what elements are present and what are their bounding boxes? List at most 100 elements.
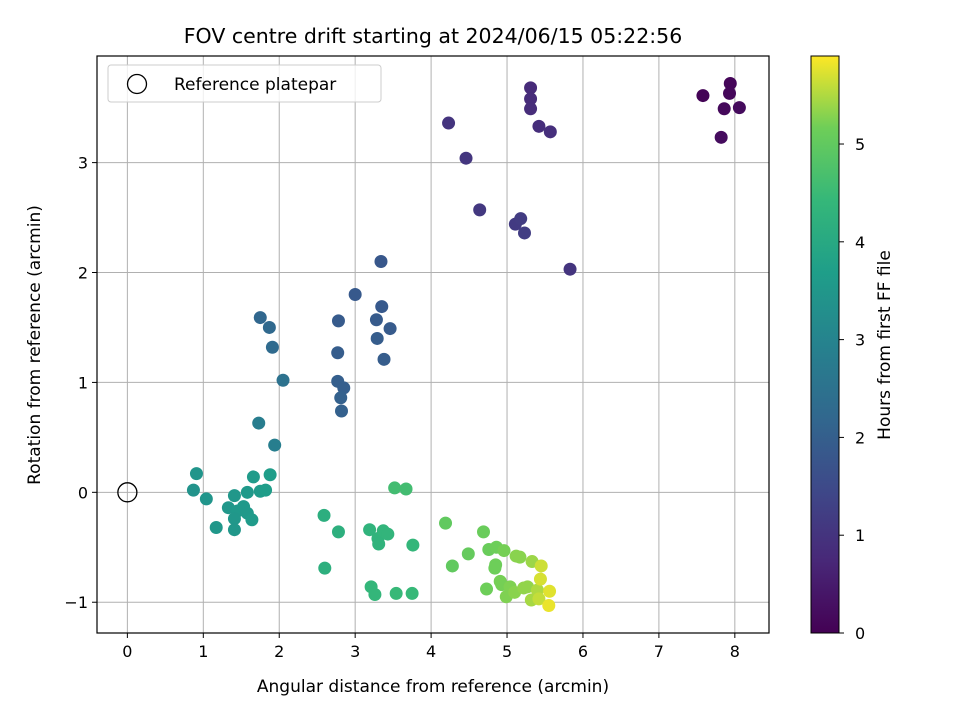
- data-point: [317, 508, 331, 522]
- x-axis-ticks: 0 1 2 3 4 5 6 7 8: [122, 633, 740, 661]
- data-point: [368, 588, 382, 602]
- legend: Reference platepar: [107, 64, 382, 103]
- legend-reference-marker: [126, 73, 148, 95]
- data-point: [524, 81, 538, 95]
- data-point: [276, 373, 290, 387]
- x-tick-label: 5: [502, 642, 512, 661]
- data-point: [209, 520, 223, 534]
- grid: [97, 56, 769, 633]
- data-point: [227, 512, 241, 526]
- data-point: [245, 513, 259, 527]
- data-point: [442, 116, 456, 130]
- x-axis-label: Angular distance from reference (arcmin): [257, 677, 609, 697]
- data-point: [334, 391, 348, 405]
- y-axis-ticks: −1 0 1 2 3: [64, 154, 97, 612]
- data-point: [732, 101, 746, 115]
- data-point: [383, 322, 397, 336]
- legend-entry-reference: Reference platepar: [174, 75, 336, 95]
- data-point: [533, 572, 547, 586]
- data-point: [476, 525, 490, 539]
- data-point: [532, 592, 546, 606]
- data-point: [513, 550, 527, 564]
- data-point: [199, 492, 213, 506]
- x-tick-label: 2: [274, 642, 284, 661]
- y-axis-label: Rotation from reference (arcmin): [25, 205, 45, 485]
- data-point: [265, 340, 279, 354]
- data-point: [723, 86, 737, 100]
- data-point: [405, 586, 419, 600]
- data-points: [186, 76, 746, 613]
- data-point: [252, 416, 266, 430]
- colorbar-tick-label: 5: [855, 135, 865, 154]
- x-tick-label: 6: [578, 642, 588, 661]
- data-point: [335, 404, 349, 418]
- data-point: [259, 483, 273, 497]
- data-point: [186, 483, 200, 497]
- chart-title: FOV centre drift starting at 2024/06/15 …: [184, 24, 683, 48]
- data-point: [374, 255, 388, 269]
- plot-area: [96, 55, 770, 634]
- data-point: [389, 586, 403, 600]
- data-point: [268, 438, 282, 452]
- x-tick-label: 1: [198, 642, 208, 661]
- data-point: [240, 485, 254, 499]
- data-point: [363, 523, 377, 537]
- data-point: [337, 381, 351, 395]
- data-point: [253, 311, 267, 325]
- data-point: [714, 130, 728, 144]
- data-point: [370, 331, 384, 345]
- data-point: [563, 262, 577, 276]
- colorbar-tick-label: 0: [855, 624, 865, 643]
- data-point: [262, 320, 276, 334]
- data-point: [189, 467, 203, 481]
- data-point: [497, 544, 511, 558]
- colorbar: 0 1 2 3 4 5 Hours from first FF file: [810, 55, 895, 643]
- data-point: [377, 352, 391, 366]
- colorbar-label: Hours from first FF file: [875, 250, 895, 440]
- data-point: [521, 580, 535, 594]
- colorbar-gradient: [810, 55, 840, 634]
- data-point: [399, 482, 413, 496]
- data-point: [534, 559, 548, 573]
- x-tick-label: 3: [350, 642, 360, 661]
- data-point: [348, 287, 362, 301]
- colorbar-ticks: 0 1 2 3 4 5: [839, 135, 865, 643]
- data-point: [318, 561, 332, 575]
- data-point: [369, 313, 383, 327]
- data-point: [372, 537, 386, 551]
- data-point: [263, 468, 277, 482]
- x-tick-label: 4: [426, 642, 436, 661]
- colorbar-tick-label: 3: [855, 331, 865, 350]
- data-point: [227, 523, 241, 537]
- reference-platepar-marker: [117, 482, 138, 503]
- data-point: [246, 470, 260, 484]
- x-tick-label: 8: [730, 642, 740, 661]
- y-tick-label: 3: [78, 154, 88, 173]
- colorbar-tick-label: 2: [855, 428, 865, 447]
- x-tick-label: 0: [122, 642, 132, 661]
- data-point: [543, 584, 557, 598]
- data-point: [480, 582, 494, 596]
- y-tick-label: 2: [78, 264, 88, 283]
- data-point: [473, 203, 487, 217]
- data-point: [524, 92, 538, 106]
- data-point: [461, 547, 475, 561]
- colorbar-tick-label: 1: [855, 526, 865, 545]
- data-point: [517, 226, 531, 240]
- data-point: [331, 525, 345, 539]
- data-point: [542, 599, 556, 613]
- data-point: [717, 102, 731, 116]
- data-point: [381, 527, 395, 541]
- data-point: [514, 212, 528, 226]
- data-point: [543, 125, 557, 139]
- data-point: [227, 489, 241, 503]
- reference-marker-layer: [117, 482, 138, 503]
- colorbar-tick-label: 4: [855, 233, 865, 252]
- y-tick-label: 1: [78, 373, 88, 392]
- data-point: [331, 346, 345, 360]
- data-point: [459, 151, 473, 165]
- y-tick-label: 0: [78, 483, 88, 502]
- x-tick-label: 7: [654, 642, 664, 661]
- data-point: [723, 76, 737, 90]
- y-tick-label: −1: [64, 593, 88, 612]
